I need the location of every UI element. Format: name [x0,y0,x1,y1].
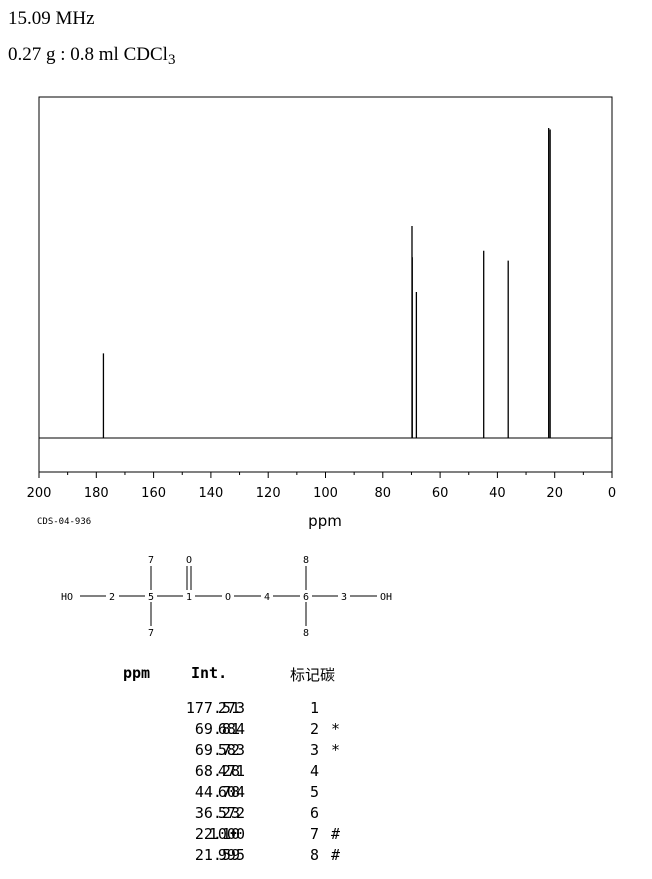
sample-info-subscript: 3 [167,52,176,68]
plot-frame [38,96,613,473]
sample-info: 0.27 g : 0.8 ml CDCl3 [8,44,176,68]
x-tick-label: 140 [198,486,223,501]
x-axis: 200 180 160 140 120 100 80 60 40 20 0 [27,472,616,501]
atom-c2: 2 [109,592,115,603]
atom-oh: OH [380,592,392,603]
cell-mark: # [331,846,341,864]
cell-intensity: 995 [217,846,245,864]
atom-c6: 6 [303,592,309,603]
x-axis-title: ppm [308,512,342,530]
atom-carbonyl-o: O [186,555,192,566]
cell-carbon: 3 [310,741,320,759]
cell-intensity: 684 [217,720,245,738]
cell-carbon: 2 [310,720,320,738]
x-tick-label: 40 [489,486,506,501]
x-tick-label: 120 [256,486,281,501]
molecule-structure: HO 2 5 1 O 4 6 3 OH 7 7 O 8 8 [61,555,392,639]
atom-o: O [225,592,231,603]
table-header-int: Int. [191,664,228,682]
peak-group [102,128,551,438]
atom-c4: 4 [264,592,270,603]
spectrometer-frequency: 15.09 MHz [8,8,95,29]
cell-carbon: 6 [310,804,320,822]
atom-ho: HO [61,592,73,603]
cell-mark: * [331,741,341,759]
cell-intensity: 583 [217,741,245,759]
cell-ppm: 177.51 [185,699,240,717]
cell-intensity: 1000 [208,825,245,843]
cell-carbon: 1 [310,699,320,717]
cell-ppm: 68.28 [194,762,240,780]
x-tick-label: 60 [432,486,449,501]
cell-carbon: 8 [310,846,320,864]
atom-c7-bottom: 7 [148,628,154,639]
x-tick-label: 20 [546,486,563,501]
cell-carbon: 5 [310,783,320,801]
cell-carbon: 7 [310,825,320,843]
table-header-carbon: 标记碳 [290,666,336,684]
table-header-ppm: ppm [123,664,151,682]
cell-intensity: 604 [217,783,245,801]
atom-c7-top: 7 [148,555,154,566]
atom-c3: 3 [341,592,347,603]
spectrum-code: CDS-04-936 [37,517,91,527]
cell-ppm: 21.59 [194,846,240,864]
cell-ppm: 44.78 [194,783,240,801]
cell-intensity: 572 [217,804,245,822]
cell-carbon: 4 [310,762,320,780]
x-tick-label: 200 [27,486,52,501]
atom-c8-top: 8 [303,555,309,566]
cell-ppm: 36.23 [194,804,240,822]
x-tick-label: 0 [608,486,616,501]
cell-mark: * [331,720,341,738]
cell-mark: # [331,825,341,843]
x-tick-label: 180 [84,486,109,501]
atom-c1: 1 [186,592,192,603]
cell-ppm: 69.72 [194,741,240,759]
cell-intensity: 273 [217,699,245,717]
sample-info-text: 0.27 g : 0.8 ml CDCl [8,44,168,65]
atom-c8-bottom: 8 [303,628,309,639]
cell-ppm: 22.10 [194,825,240,843]
x-tick-label: 160 [141,486,166,501]
atom-c5: 5 [148,592,154,603]
cell-intensity: 471 [217,762,245,780]
x-tick-label: 80 [375,486,392,501]
x-tick-label: 100 [313,486,338,501]
cell-ppm: 69.81 [194,720,240,738]
